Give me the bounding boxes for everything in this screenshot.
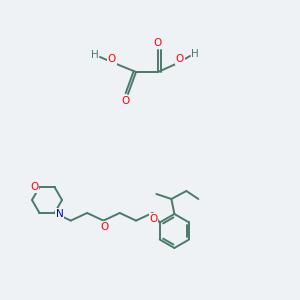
Text: O: O [108,54,116,64]
Text: H: H [191,49,199,59]
Text: O: O [154,38,162,48]
Text: N: N [56,209,63,219]
Text: O: O [100,222,109,232]
Text: O: O [176,54,184,64]
Text: O: O [149,214,158,224]
Text: O: O [30,182,39,192]
Text: H: H [91,50,99,60]
Text: O: O [122,96,130,106]
